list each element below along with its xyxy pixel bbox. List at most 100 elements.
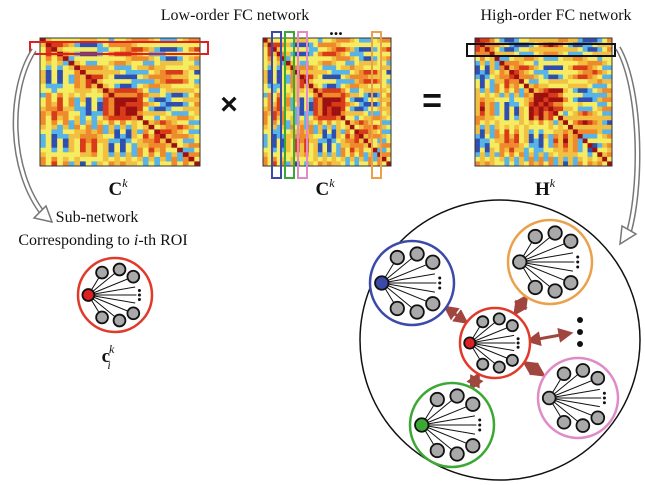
heatmap-cell [114, 157, 120, 162]
heatmap-cell [524, 75, 529, 80]
heatmap-cell [548, 148, 553, 153]
heatmap-cell [143, 157, 149, 162]
heatmap-cell [313, 84, 318, 89]
heatmap-cell [364, 107, 369, 112]
heatmap-cell [558, 61, 563, 66]
heatmap-cell [322, 129, 327, 134]
heatmap-cell [588, 65, 593, 70]
heatmap-cell [504, 139, 509, 144]
heatmap-cell [548, 38, 553, 43]
heatmap-cell [480, 102, 485, 107]
heatmap-cell [97, 61, 103, 66]
heatmap-cell [286, 111, 291, 116]
heatmap-cell [524, 84, 529, 89]
heatmap-cell [573, 47, 578, 52]
heatmap-cell [57, 157, 63, 162]
heatmap [40, 38, 200, 166]
heatmap-cell [80, 125, 86, 130]
heatmap-cell [514, 93, 519, 98]
heatmap-cell [194, 88, 200, 93]
heatmap-cell [126, 129, 132, 134]
heatmap-cell [553, 139, 558, 144]
heatmap-cell [509, 102, 514, 107]
heatmap-cell [91, 129, 97, 134]
heatmap-cell [475, 120, 480, 125]
heatmap-cell [143, 129, 149, 134]
heatmap-cell [114, 65, 120, 70]
node [127, 307, 139, 319]
heatmap-cell [46, 97, 52, 102]
hub-node [464, 337, 475, 348]
heatmap-cell [103, 61, 109, 66]
heatmap-cell [183, 120, 189, 125]
heatmap-cell [322, 102, 327, 107]
heatmap-cell [97, 75, 103, 80]
heatmap-cell [91, 43, 97, 48]
heatmap-cell [573, 38, 578, 43]
heatmap-cell [519, 129, 524, 134]
heatmap-cell [51, 93, 57, 98]
heatmap-cell [103, 120, 109, 125]
heatmap-cell [103, 43, 109, 48]
heatmap-cell [382, 107, 387, 112]
heatmap-cell [485, 65, 490, 70]
heatmap-cell [548, 134, 553, 139]
heatmap-cell [166, 43, 172, 48]
heatmap-cell [490, 129, 495, 134]
heatmap-cell [131, 157, 137, 162]
heatmap-cell [539, 157, 544, 162]
heatmap-cell [475, 75, 480, 80]
dot [603, 401, 606, 404]
heatmap-cell [194, 125, 200, 130]
heatmap-cell [131, 84, 137, 89]
heatmap-cell [120, 61, 126, 66]
heatmap-cell [74, 75, 80, 80]
heatmap-cell [382, 139, 387, 144]
heatmap-cell [495, 56, 500, 61]
heatmap-cell [126, 102, 132, 107]
heatmap-cell [354, 88, 359, 93]
heatmap-cell [345, 157, 350, 162]
heatmap-cell [354, 129, 359, 134]
heatmap-cell [51, 125, 57, 130]
heatmap-cell [137, 88, 143, 93]
heatmap-cell [350, 75, 355, 80]
heatmap-cell [69, 129, 75, 134]
heatmap-cell [563, 139, 568, 144]
heatmap-cell [189, 93, 195, 98]
heatmap-cell [183, 111, 189, 116]
heatmap-cell [69, 43, 75, 48]
heatmap-cell [504, 38, 509, 43]
heatmap-cell [189, 152, 195, 157]
heatmap-cell [74, 107, 80, 112]
heatmap-cell [345, 52, 350, 57]
heatmap-cell [592, 116, 597, 121]
heatmap-cell [177, 120, 183, 125]
heatmap-cell [485, 47, 490, 52]
heatmap-cell [154, 134, 160, 139]
heatmap-cell [286, 79, 291, 84]
heatmap-cell [286, 152, 291, 157]
heatmap-cell [126, 70, 132, 75]
heatmap-cell [322, 65, 327, 70]
heatmap-cell [568, 75, 573, 80]
heatmap-cell [63, 79, 69, 84]
heatmap-cell [57, 148, 63, 153]
heatmap-cell [490, 38, 495, 43]
heatmap-cell [126, 143, 132, 148]
heatmap-cell [583, 107, 588, 112]
heatmap-cell [46, 75, 52, 80]
heatmap-cell [597, 111, 602, 116]
heatmap-cell [382, 61, 387, 66]
heatmap-cell [578, 79, 583, 84]
heatmap-cell [539, 38, 544, 43]
heatmap-cell [490, 152, 495, 157]
heatmap-cell [359, 52, 364, 57]
heatmap-cell [137, 139, 143, 144]
heatmap-cell [69, 88, 75, 93]
heatmap-cell [336, 116, 341, 121]
heatmap-cell [120, 116, 126, 121]
heatmap-cell [544, 143, 549, 148]
hub-node [513, 255, 526, 268]
heatmap-cell [354, 38, 359, 43]
